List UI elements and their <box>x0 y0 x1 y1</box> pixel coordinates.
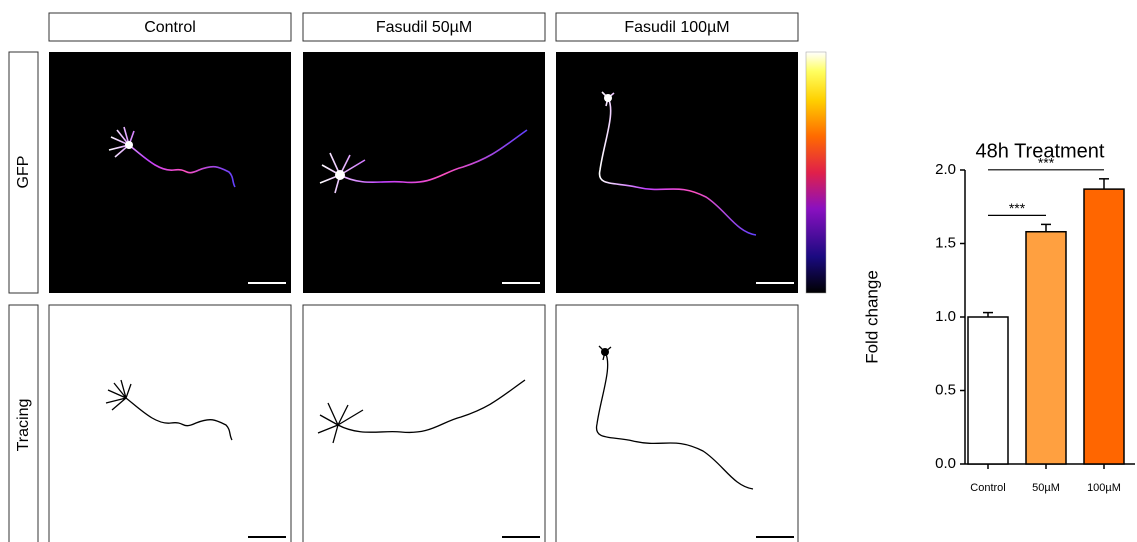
colorbar <box>805 51 827 294</box>
bar <box>1083 188 1125 465</box>
x-tick-label: Control <box>970 482 1005 494</box>
significance-label: *** <box>1009 200 1026 216</box>
y-tick-label: 1.0 <box>935 308 956 325</box>
image-panel <box>556 52 798 293</box>
y-tick-label: 0.0 <box>935 455 956 472</box>
row-label: Tracing <box>15 399 32 452</box>
y-tick-label: 1.5 <box>935 234 956 251</box>
x-tick-label: 50µM <box>1032 482 1060 494</box>
bar <box>1025 230 1067 465</box>
y-axis-label: Fold change <box>862 270 881 364</box>
row-box <box>8 51 39 294</box>
bar <box>967 316 1009 465</box>
y-tick-label: 2.0 <box>935 161 956 178</box>
column-headers: Control Fasudil 50µM Fasudil 100µM <box>48 12 799 42</box>
bar-chart: 48h Treatment Fold change 0.0 0.5 1.0 1.5 2.… <box>862 140 1135 494</box>
image-panel <box>302 304 546 542</box>
header-box <box>302 12 546 42</box>
header-box <box>48 12 292 42</box>
soma <box>125 141 133 149</box>
tracing-images <box>48 304 799 542</box>
gfp-images <box>49 51 827 294</box>
y-tick-label: 0.5 <box>935 381 956 398</box>
soma <box>335 170 345 180</box>
row-label: GFP <box>15 156 32 189</box>
soma <box>604 94 612 102</box>
column-header: Fasudil 50µM <box>376 19 472 36</box>
row-box <box>8 304 39 542</box>
row-labels: GFP Tracing <box>8 51 39 542</box>
image-panel <box>555 304 799 542</box>
significance-label: *** <box>1038 155 1055 171</box>
image-panel <box>49 52 291 293</box>
column-header: Fasudil 100µM <box>624 19 729 36</box>
header-box <box>555 12 799 42</box>
x-tick-label: 100µM <box>1087 482 1121 494</box>
soma <box>601 348 609 356</box>
chart-title: 48h Treatment <box>976 140 1105 162</box>
column-header: Control <box>144 19 196 36</box>
